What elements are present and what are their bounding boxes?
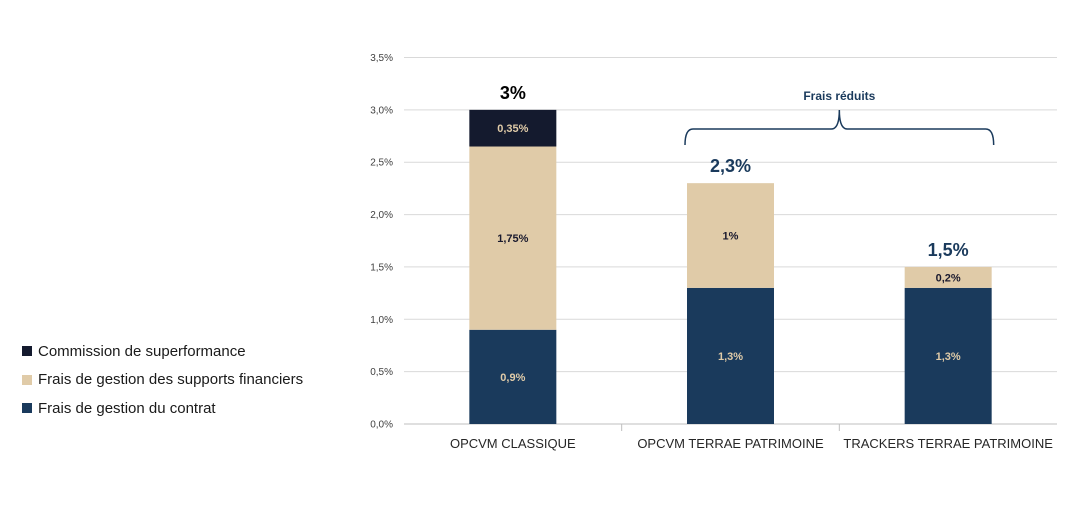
y-tick-label: 1,0% xyxy=(370,315,393,326)
data-label: 0,2% xyxy=(936,272,961,284)
legend-swatch-frais-supports xyxy=(22,374,32,385)
bar-segment xyxy=(469,146,557,330)
total-label: 1,5% xyxy=(928,240,969,260)
legend-label-frais-contrat: Frais de gestion du contrat xyxy=(38,399,216,417)
y-tick-label: 2,5% xyxy=(370,158,393,169)
brace-label: Frais réduits xyxy=(803,89,875,103)
data-label: 1,3% xyxy=(718,351,743,363)
legend: Commission de superformance Frais de ges… xyxy=(22,337,303,423)
x-tick-label: TRACKERS TERRAE PATRIMOINE xyxy=(843,436,1053,451)
data-label: 1% xyxy=(723,231,739,243)
bars: 0,9% 1,75% 0,35% 3% 1,3% 1% 2,3% 1,3% 0,2% 1,5% xyxy=(469,83,992,424)
data-label: 1,75% xyxy=(497,233,528,245)
legend-item-frais-contrat: Frais de gestion du contrat xyxy=(22,394,303,423)
legend-label-commission: Commission de superformance xyxy=(38,342,246,360)
bar-segment xyxy=(687,287,774,424)
bar-segment xyxy=(469,109,557,147)
legend-item-commission: Commission de superformance xyxy=(22,337,303,366)
bar-segment xyxy=(469,329,557,424)
legend-item-frais-supports: Frais de gestion des supports financiers xyxy=(22,366,303,395)
y-tick-label: 3,5% xyxy=(370,53,393,64)
x-tick-label: OPCVM CLASSIQUE xyxy=(450,436,576,451)
y-tick-label: 1,5% xyxy=(370,262,393,273)
y-tick-label: 0,5% xyxy=(370,367,393,378)
total-label: 3% xyxy=(500,83,526,103)
total-label: 2,3% xyxy=(710,156,751,176)
data-label: 0,9% xyxy=(500,372,525,384)
bar-segment xyxy=(904,266,992,288)
data-label: 0,35% xyxy=(497,123,528,135)
y-tick-label: 3,0% xyxy=(370,105,393,116)
y-tick-label: 0,0% xyxy=(370,420,393,431)
bar-segment xyxy=(687,183,774,288)
bar-segment xyxy=(904,287,992,424)
legend-swatch-frais-contrat xyxy=(22,403,32,414)
legend-label-frais-supports: Frais de gestion des supports financiers xyxy=(38,371,304,389)
brace-shape xyxy=(684,109,995,146)
data-label: 1,3% xyxy=(936,351,961,363)
y-axis: 0,0% 0,5% 1,0% 1,5% 2,0% 2,5% 3,0% 3,5% xyxy=(370,53,393,431)
y-tick-label: 2,0% xyxy=(370,210,393,221)
frais-reduits-annotation: Frais réduits xyxy=(684,89,995,146)
x-axis: OPCVM CLASSIQUE OPCVM TERRAE PATRIMOINE TR… xyxy=(450,424,1053,451)
legend-swatch-commission xyxy=(22,346,32,357)
x-tick-label: OPCVM TERRAE PATRIMOINE xyxy=(637,436,824,451)
